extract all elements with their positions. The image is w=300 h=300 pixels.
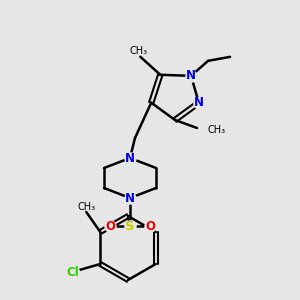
- Text: CH₃: CH₃: [207, 125, 225, 135]
- Text: CH₃: CH₃: [129, 46, 147, 56]
- Text: N: N: [186, 69, 196, 82]
- Text: O: O: [105, 220, 115, 232]
- Text: S: S: [125, 220, 135, 232]
- Text: O: O: [145, 220, 155, 232]
- Text: N: N: [194, 96, 204, 109]
- Text: N: N: [125, 152, 135, 164]
- Text: Cl: Cl: [66, 266, 79, 278]
- Text: CH₃: CH₃: [77, 202, 95, 212]
- Text: N: N: [125, 191, 135, 205]
